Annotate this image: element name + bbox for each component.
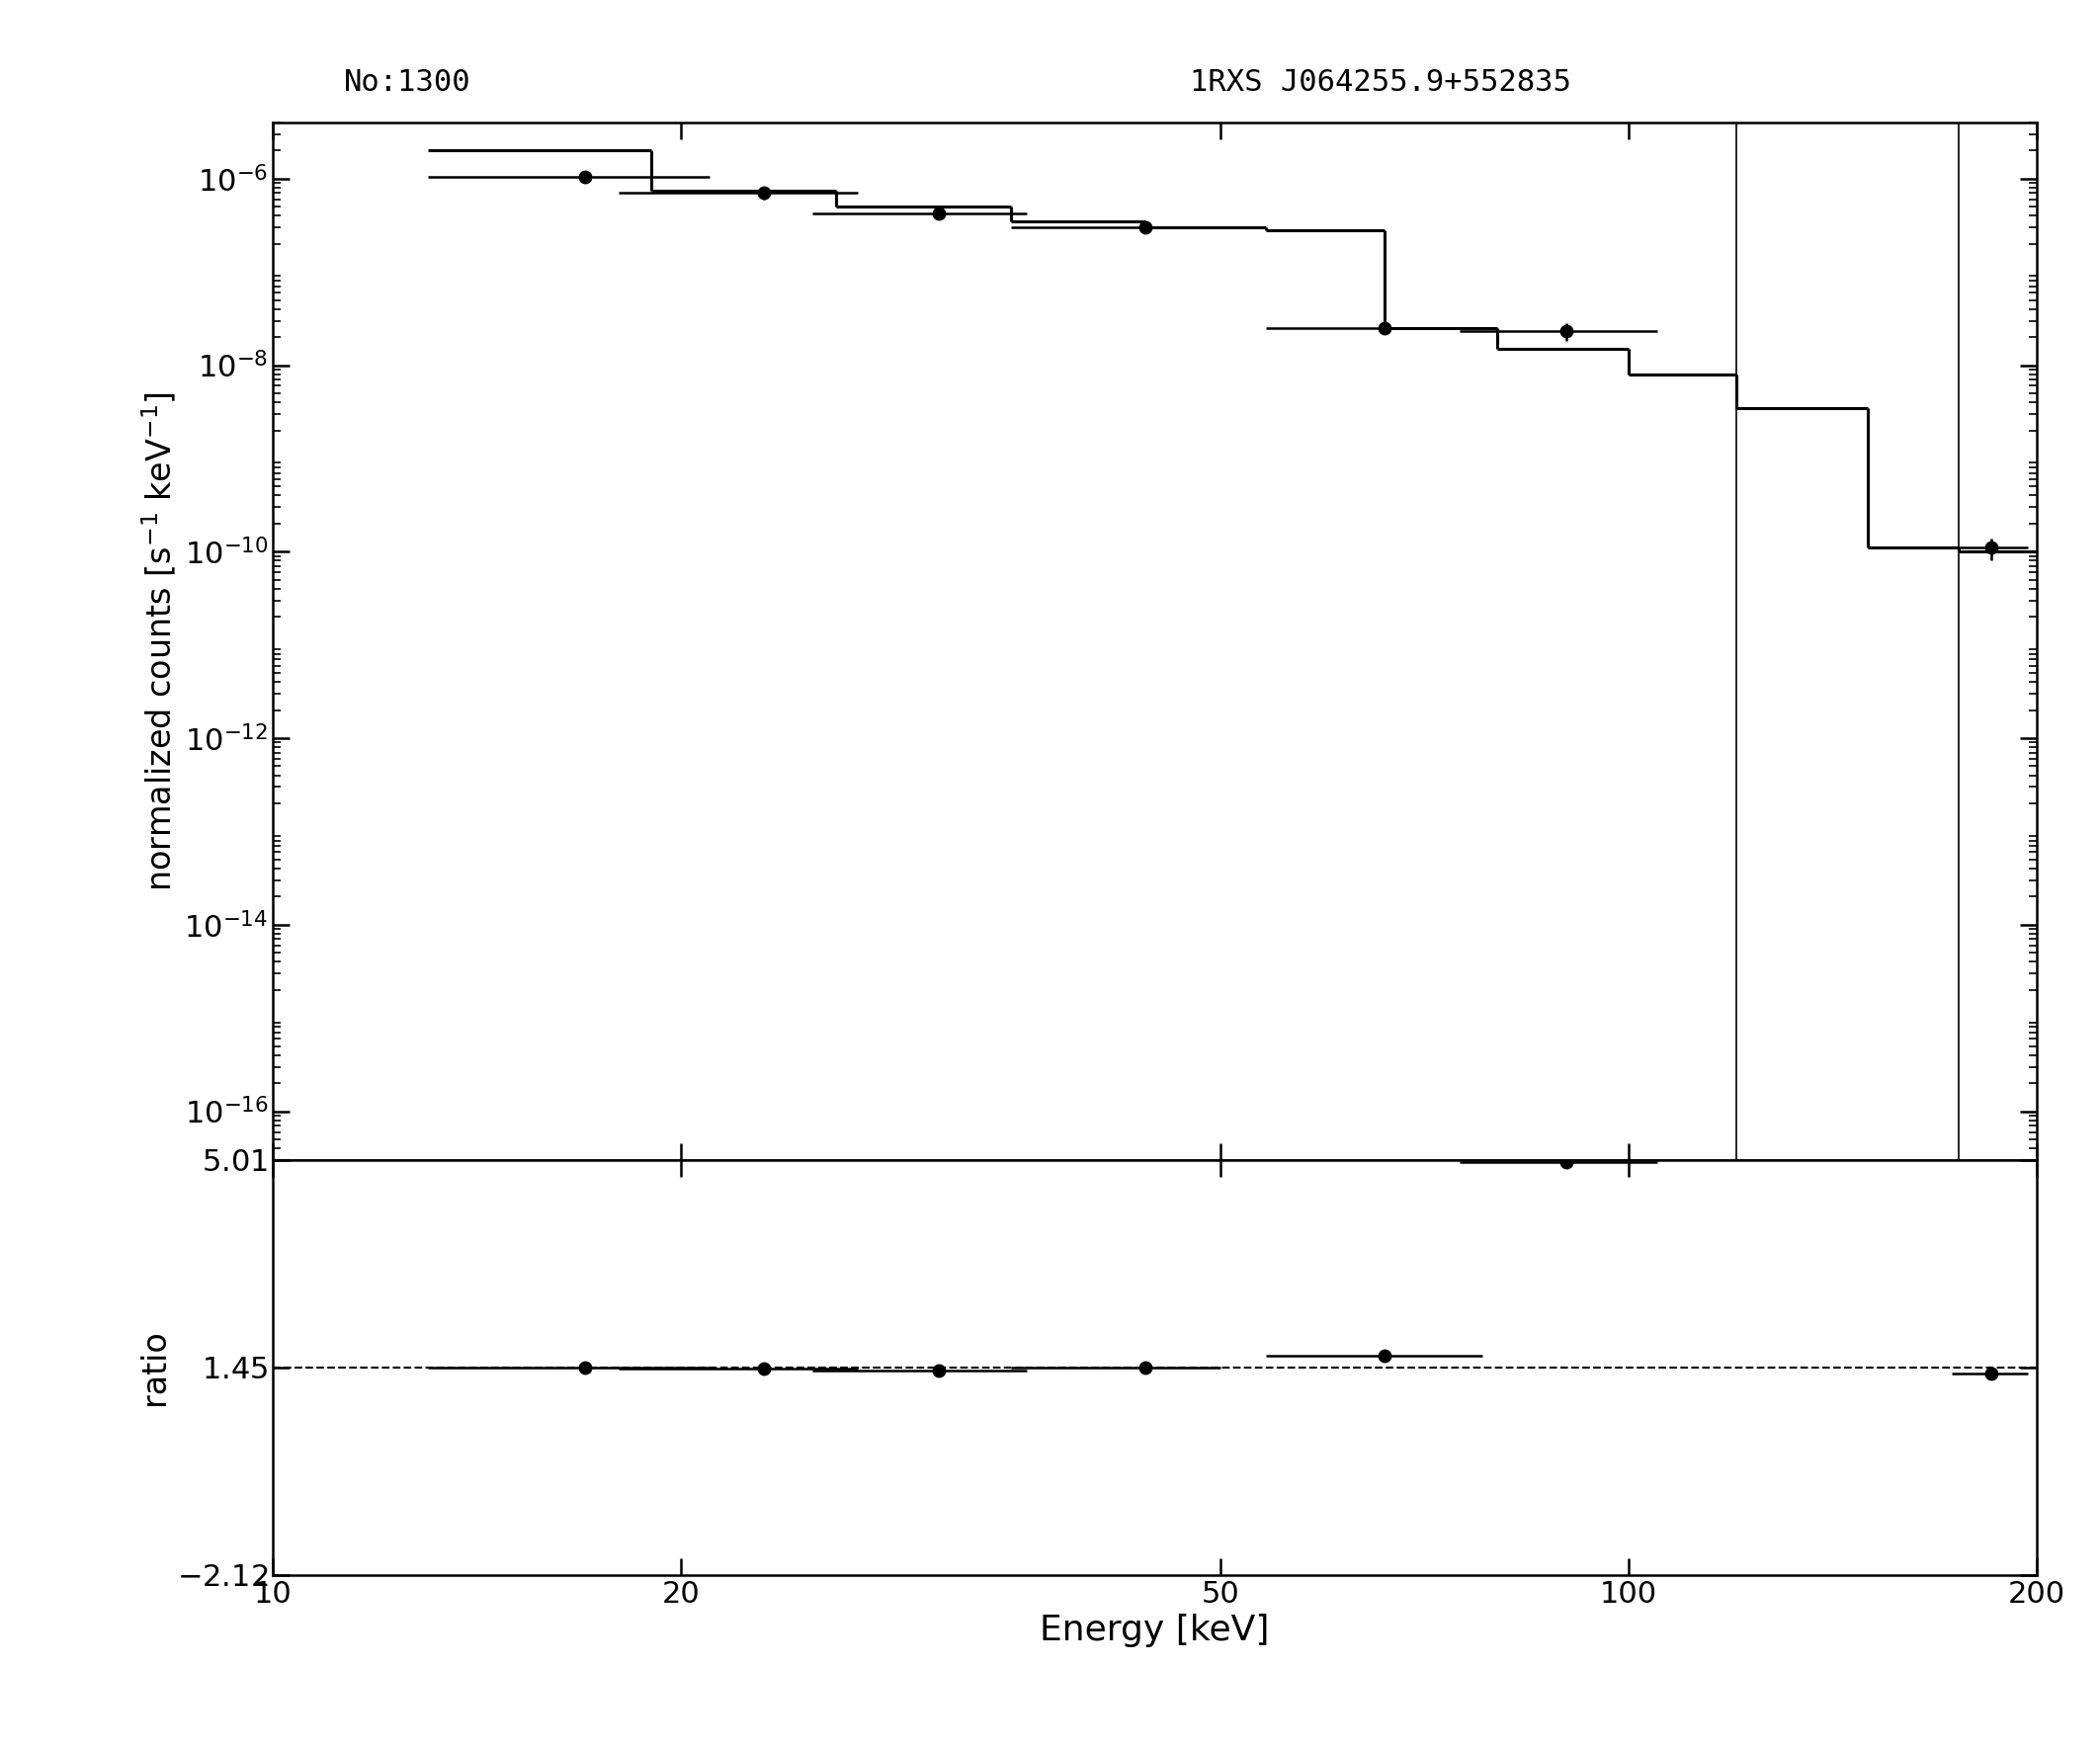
X-axis label: Energy [keV]: Energy [keV]: [1040, 1614, 1270, 1647]
Text: 1RXS J064255.9+552835: 1RXS J064255.9+552835: [1191, 68, 1571, 96]
Y-axis label: ratio: ratio: [139, 1330, 172, 1405]
Y-axis label: normalized counts [s$^{-1}$ keV$^{-1}$]: normalized counts [s$^{-1}$ keV$^{-1}$]: [141, 392, 178, 891]
Text: No:1300: No:1300: [344, 68, 470, 96]
